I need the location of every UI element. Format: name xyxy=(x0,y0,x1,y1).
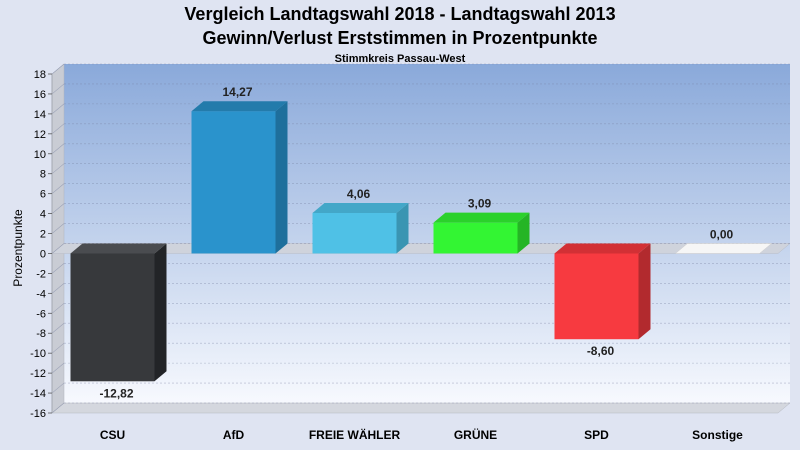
bar-side xyxy=(638,243,651,340)
gridline-side xyxy=(51,342,65,354)
gridline-side xyxy=(51,143,65,154)
value-label: 3,09 xyxy=(468,197,492,211)
bar xyxy=(433,222,518,254)
x-tick-label: GRÜNE xyxy=(454,427,497,442)
gridline-side xyxy=(51,103,65,115)
y-tick-label: 14 xyxy=(34,109,46,121)
y-tick-label: 18 xyxy=(34,69,46,81)
gridline-side xyxy=(51,283,65,294)
gridline-side xyxy=(51,163,65,174)
bar xyxy=(312,212,397,254)
x-tick-label: SPD xyxy=(584,428,609,442)
gridline-side xyxy=(51,382,65,394)
y-axis-label: Prozentpunkte xyxy=(11,209,25,287)
left-wall xyxy=(51,63,65,414)
x-tick-label: AfD xyxy=(223,428,245,442)
gridline-side xyxy=(51,63,65,75)
gridline-side xyxy=(51,83,65,95)
value-label: -12,82 xyxy=(99,386,133,400)
y-tick-label: 4 xyxy=(40,209,46,221)
x-tick-label: Sonstige xyxy=(692,428,743,442)
chart-caption: Stimmkreis Passau-West xyxy=(334,53,466,65)
bar-top xyxy=(554,243,651,254)
y-tick-label: -2 xyxy=(36,268,46,280)
gridline-side xyxy=(51,263,65,274)
x-tick-label: FREIE WÄHLER xyxy=(309,427,401,442)
y-tick-label: -6 xyxy=(36,308,46,320)
y-tick-label: 8 xyxy=(40,169,46,181)
value-label: 14,27 xyxy=(222,85,252,99)
gridline-side xyxy=(51,123,65,135)
gridline-side xyxy=(51,183,65,194)
y-tick-label: -8 xyxy=(36,328,46,340)
gridline-side xyxy=(51,323,65,334)
floor xyxy=(51,402,791,414)
y-tick-label: 16 xyxy=(34,89,46,101)
y-tick-label: 0 xyxy=(40,248,46,260)
bar-top xyxy=(191,101,288,112)
y-tick-label: -4 xyxy=(36,288,46,300)
gridline-side xyxy=(51,303,65,314)
gridline-side xyxy=(51,243,65,254)
bar-top xyxy=(70,243,167,254)
y-tick-label: 10 xyxy=(34,149,46,161)
plot-background xyxy=(64,64,790,403)
gridline-side xyxy=(51,402,65,414)
bar xyxy=(554,253,639,340)
chart-title: Vergleich Landtagswahl 2018 - Landtagswa… xyxy=(184,4,616,24)
gridline-side xyxy=(51,223,65,234)
y-tick-label: -10 xyxy=(30,348,46,360)
y-tick-label: -12 xyxy=(30,368,46,380)
bar-side xyxy=(275,101,288,254)
bar-top xyxy=(312,202,409,213)
value-label: -8,60 xyxy=(587,344,615,358)
y-tick-label: -16 xyxy=(30,408,46,420)
y-tick-label: 2 xyxy=(40,229,46,241)
bar xyxy=(674,243,773,254)
value-label: 0,00 xyxy=(710,227,734,241)
bar-top xyxy=(433,212,530,223)
bar xyxy=(70,253,155,382)
gridline-side xyxy=(51,203,65,214)
gridline-side xyxy=(51,362,65,374)
value-label: 4,06 xyxy=(347,187,371,201)
y-tick-label: 12 xyxy=(34,129,46,141)
y-tick-label: 6 xyxy=(40,189,46,201)
chart-subtitle: Gewinn/Verlust Erststimmen in Prozentpun… xyxy=(202,28,598,48)
bar xyxy=(191,111,276,254)
y-tick-label: -14 xyxy=(30,388,46,400)
bar-side xyxy=(517,212,530,254)
bar-side xyxy=(154,243,167,382)
x-tick-label: CSU xyxy=(100,428,125,442)
bar-side xyxy=(396,202,409,254)
